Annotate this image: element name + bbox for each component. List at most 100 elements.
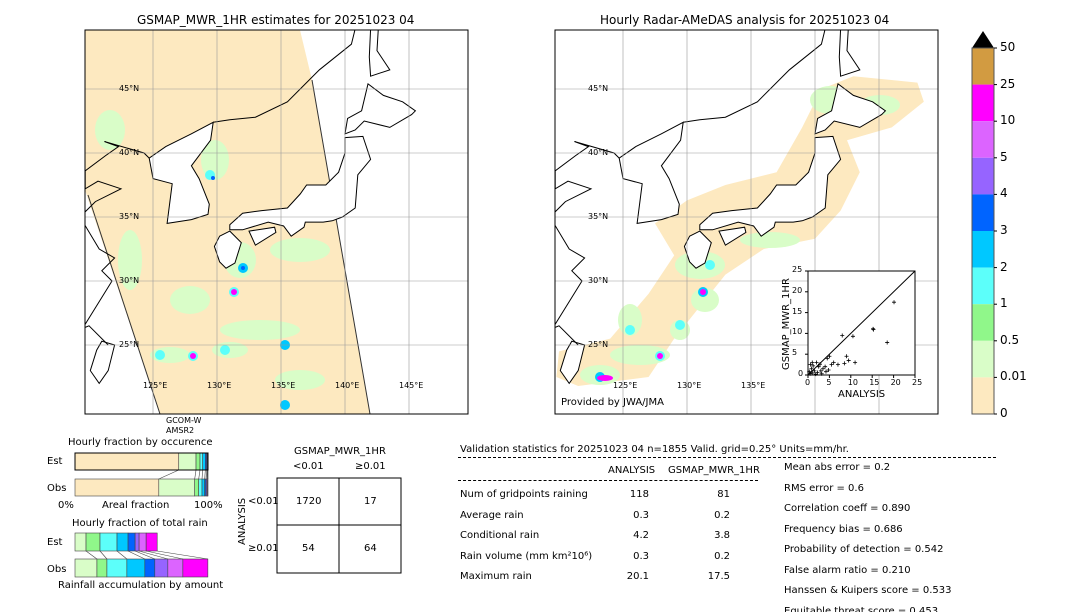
colorbar-segment — [972, 84, 994, 122]
light-rain-area — [618, 304, 642, 336]
bar-connector — [85, 550, 98, 560]
occurrence-est-label: Est — [47, 456, 63, 467]
lat-label: 25°N — [588, 340, 609, 349]
light-rain-area — [95, 110, 125, 150]
colorbar-label: 0.01 — [1000, 369, 1027, 384]
bar-connector — [205, 469, 207, 480]
scatter-ytick: 5 — [792, 348, 798, 358]
stats-row-gsmap: 17.5 — [707, 571, 730, 582]
bar-segment — [145, 532, 158, 552]
bar-segment — [74, 478, 160, 497]
rain-est-label: Est — [47, 537, 63, 548]
coastline-kyushu — [683, 230, 712, 269]
stats-score: Frequency bias = 0.686 — [784, 523, 903, 535]
scatter-ytick: 10 — [792, 327, 803, 337]
stats-score: Probability of detection = 0.542 — [784, 544, 944, 555]
colorbar-segment — [972, 231, 994, 268]
scatter-point — [809, 366, 814, 371]
bar-segment — [194, 478, 199, 497]
stats-row-label: Rain volume (mm km²10⁶) — [460, 550, 593, 562]
bar-connector — [194, 469, 197, 480]
stats-table-divider — [458, 480, 758, 481]
colorbar-segment — [972, 267, 994, 305]
stats-col-gsmap: GSMAP_MWR_1HR — [668, 465, 760, 476]
scatter-point — [850, 334, 855, 339]
lat-label: 25°N — [119, 340, 140, 349]
rain-cell — [705, 260, 715, 270]
scatter-point — [823, 369, 828, 374]
bar-segment — [167, 558, 184, 578]
coastline-russia — [213, 30, 356, 123]
occurrence-xtick-100: 100% — [194, 500, 223, 511]
coastline-russia — [683, 30, 826, 123]
lon-label: 125°E — [143, 381, 168, 390]
stats-score: False alarm ratio = 0.210 — [784, 564, 911, 576]
heavy-rain-cell — [700, 289, 706, 295]
colorbar-label: 2 — [1000, 259, 1008, 274]
satellite-label-2: AMSR2 — [166, 426, 195, 435]
lon-label: 140°E — [335, 381, 360, 390]
satellite-label-1: GCOM-W — [166, 416, 202, 425]
contingency-title: GSMAP_MWR_1HR — [294, 446, 386, 457]
stats-row-analysis: 118 — [629, 489, 649, 500]
lat-label: 40°N — [119, 148, 140, 157]
scatter-xtick: 20 — [890, 378, 901, 387]
lon-label: 125°E — [613, 381, 638, 390]
bar-frame — [74, 452, 209, 471]
scatter-xtick: 15 — [869, 378, 880, 387]
scatter-point — [831, 360, 836, 365]
left-map-title: GSMAP_MWR_1HR estimates for 20251023 04 — [137, 13, 415, 27]
bar-segment — [201, 478, 205, 497]
scatter-point — [892, 300, 897, 305]
contingency-cell-fn: 54 — [302, 543, 315, 554]
colorbar-segment — [972, 304, 994, 341]
scatter-point — [808, 371, 813, 376]
bar-segment — [134, 532, 140, 552]
colorbar-segment — [972, 194, 994, 231]
stats-col-analysis: ANALYSIS — [608, 465, 656, 476]
lat-label: 35°N — [588, 212, 609, 221]
stats-row-label: Average rain — [460, 509, 524, 521]
scatter-xtick: 10 — [847, 378, 858, 387]
occurrence-obs-label: Obs — [47, 483, 67, 494]
stats-score: RMS error = 0.6 — [784, 482, 864, 494]
scatter-xtick: 25 — [912, 378, 923, 387]
rain-cell — [241, 266, 245, 270]
bar-connector — [198, 469, 201, 480]
colorbar-extend-arrow — [972, 31, 994, 48]
coastline-korea — [148, 121, 214, 224]
right-map — [554, 29, 939, 415]
scatter-xlabel: ANALYSIS — [838, 389, 886, 400]
bar-segment — [158, 478, 195, 497]
light-rain-area — [220, 320, 300, 340]
stats-row-gsmap: 0.2 — [714, 550, 730, 562]
scatter-point — [810, 360, 815, 365]
colorbar-label: 10 — [1000, 113, 1016, 128]
bar-segment — [198, 478, 203, 497]
light-rain-area — [201, 140, 229, 180]
scatter-ytick: 25 — [792, 265, 803, 274]
scatter-point — [871, 326, 876, 331]
bar-segment — [154, 558, 169, 578]
colorbar-segment — [972, 121, 994, 158]
stats-divider — [458, 457, 996, 458]
bar-segment — [178, 452, 197, 471]
scatter-point — [808, 362, 813, 367]
bar-connector — [127, 550, 145, 560]
bar-segment — [138, 532, 147, 552]
bar-segment — [85, 532, 101, 552]
scatter-point — [840, 333, 845, 338]
light-rain-area — [691, 288, 719, 312]
bar-connector — [146, 550, 183, 560]
bar-segment — [195, 452, 201, 471]
satellite-swath — [85, 30, 370, 414]
scatter-point — [871, 327, 876, 332]
light-rain-area — [170, 286, 210, 314]
scatter-ytick: 15 — [792, 306, 803, 316]
bar-connector — [139, 550, 168, 560]
scatter-ytick: 0 — [798, 369, 804, 378]
coastline-honshu — [699, 135, 842, 237]
data-credit: Provided by JWA/JMA — [561, 397, 664, 408]
bar-segment — [74, 532, 87, 552]
heavy-rain-cell — [190, 353, 196, 359]
